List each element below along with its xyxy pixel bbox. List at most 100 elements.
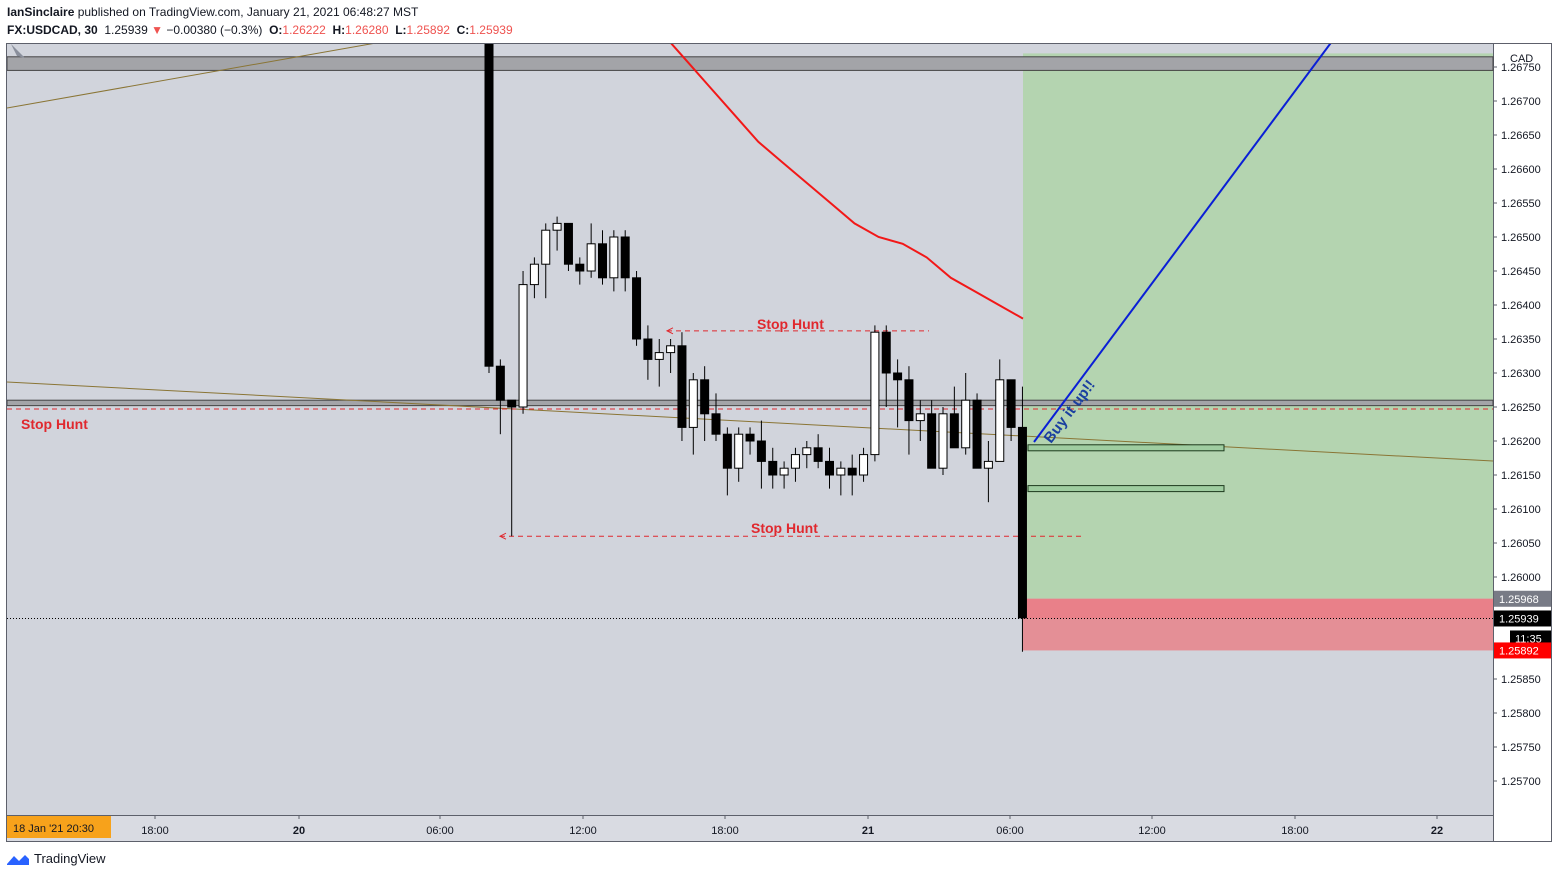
candle bbox=[779, 461, 789, 489]
candle bbox=[529, 257, 539, 299]
target-zone bbox=[1023, 53, 1493, 599]
time-tick-label: 12:00 bbox=[1138, 825, 1166, 837]
candle-body-up bbox=[859, 454, 869, 476]
price-badge-label: 1.25892 bbox=[1499, 645, 1539, 657]
price-tick-label: 1.26250 bbox=[1501, 402, 1541, 414]
price-badge bbox=[1494, 590, 1551, 607]
time-tick-label: 18:00 bbox=[1281, 825, 1309, 837]
candle-body-up bbox=[654, 352, 664, 360]
candle bbox=[847, 454, 857, 496]
candle bbox=[620, 230, 630, 292]
chart-pane[interactable]: Stop Hunt Stop Hunt Stop Hunt Buy it up!! 1.… bbox=[6, 43, 1552, 842]
publish-line: IanSinclaire published on TradingView.co… bbox=[7, 4, 418, 20]
price-tick-label: 1.26550 bbox=[1501, 198, 1541, 210]
candle bbox=[859, 447, 869, 482]
candle bbox=[1006, 379, 1016, 441]
candle-body-up bbox=[586, 243, 596, 272]
order-level-box bbox=[1027, 444, 1225, 452]
candle bbox=[654, 339, 664, 387]
candle-body-up bbox=[836, 467, 846, 476]
close-value: 1.25939 bbox=[469, 23, 513, 37]
price-tick-label: 1.26600 bbox=[1501, 164, 1541, 176]
candle-body-down bbox=[484, 44, 494, 367]
trend-line-upper bbox=[7, 44, 374, 109]
candle-body-down bbox=[711, 413, 721, 435]
price-tick-label: 1.25700 bbox=[1501, 776, 1541, 788]
down-arrow-icon: ▼ bbox=[151, 23, 163, 37]
candle bbox=[802, 441, 812, 469]
price-tick-label: 1.26050 bbox=[1501, 538, 1541, 550]
candle bbox=[677, 332, 687, 441]
time-tick-label: 21 bbox=[862, 825, 874, 837]
stop-hunt-bottom-arrow-icon bbox=[498, 532, 507, 540]
candle bbox=[972, 393, 982, 469]
order-level-box bbox=[1027, 485, 1225, 493]
candle-body-down bbox=[620, 236, 630, 279]
candle-body-down bbox=[756, 440, 766, 462]
resistance-band bbox=[7, 56, 1494, 71]
candle-body-up bbox=[541, 229, 551, 265]
open-label: O: bbox=[269, 23, 283, 37]
candle bbox=[632, 271, 642, 346]
time-axis-background bbox=[7, 815, 1493, 841]
time-tick-label: 18:00 bbox=[141, 825, 169, 837]
price-tick-label: 1.25850 bbox=[1501, 674, 1541, 686]
author-name[interactable]: IanSinclaire bbox=[7, 5, 75, 19]
time-tick-label: 18:00 bbox=[711, 825, 739, 837]
price-badge-label: 1.25939 bbox=[1499, 613, 1539, 625]
price-tick-label: 1.26450 bbox=[1501, 266, 1541, 278]
low-label: L: bbox=[395, 23, 407, 37]
symbol-line: FX:USDCAD, 30 1.25939 ▼ −0.00380 (−0.3%)… bbox=[7, 22, 513, 38]
moving-average-line bbox=[670, 44, 1024, 320]
time-tick-label: 12:00 bbox=[569, 825, 597, 837]
candle-body-down bbox=[745, 433, 755, 442]
candle bbox=[711, 393, 721, 441]
candle-body-up bbox=[915, 413, 925, 422]
candle-body-down bbox=[632, 277, 642, 340]
risk-fill bbox=[1023, 598, 1493, 619]
price-tick-label: 1.26500 bbox=[1501, 232, 1541, 244]
candle-body-up bbox=[734, 433, 744, 469]
price-tick-label: 1.26750 bbox=[1501, 62, 1541, 74]
candle-body-up bbox=[552, 222, 562, 231]
price-tick-label: 1.26000 bbox=[1501, 572, 1541, 584]
price-tick-label: 1.26350 bbox=[1501, 334, 1541, 346]
candle-body-down bbox=[847, 467, 857, 476]
price-badge bbox=[1494, 642, 1551, 659]
price-tick-label: 1.26150 bbox=[1501, 470, 1541, 482]
price-change: −0.00380 (−0.3%) bbox=[166, 23, 263, 37]
stop-hunt-left-label: Stop Hunt bbox=[21, 416, 88, 432]
candle-body-down bbox=[949, 413, 959, 449]
price-tick-label: 1.26100 bbox=[1501, 504, 1541, 516]
candle bbox=[722, 427, 732, 496]
tradingview-branding[interactable]: TradingView bbox=[6, 851, 106, 866]
candle-body-down bbox=[700, 379, 710, 415]
candle-body-down bbox=[768, 460, 778, 476]
candle bbox=[927, 400, 937, 469]
candle bbox=[1017, 386, 1027, 652]
candle-body-down bbox=[495, 365, 505, 401]
stop-hunt-top-label: Stop Hunt bbox=[757, 316, 824, 332]
published-text: published on TradingView.com, January 21… bbox=[74, 5, 419, 19]
candle-body-down bbox=[1017, 426, 1027, 619]
candle-body-down bbox=[722, 433, 732, 469]
price-badge bbox=[1494, 610, 1551, 627]
candle bbox=[643, 325, 653, 380]
candle bbox=[768, 447, 778, 489]
candle bbox=[563, 222, 573, 271]
price-tick-label: 1.26400 bbox=[1501, 300, 1541, 312]
close-label: C: bbox=[456, 23, 470, 37]
candle bbox=[586, 223, 596, 278]
candle bbox=[995, 359, 1005, 462]
candle-body-up bbox=[518, 284, 528, 408]
candle bbox=[598, 230, 607, 285]
time-tick-label: 06:00 bbox=[996, 825, 1024, 837]
candle bbox=[484, 44, 494, 373]
candle-body-up bbox=[688, 379, 698, 428]
candle-body-up bbox=[666, 345, 676, 354]
candle-body-up bbox=[995, 379, 1005, 462]
candle-body-down bbox=[1006, 379, 1016, 428]
candle-body-down bbox=[575, 263, 585, 272]
symbol-label: FX:USDCAD, 30 bbox=[7, 23, 98, 37]
